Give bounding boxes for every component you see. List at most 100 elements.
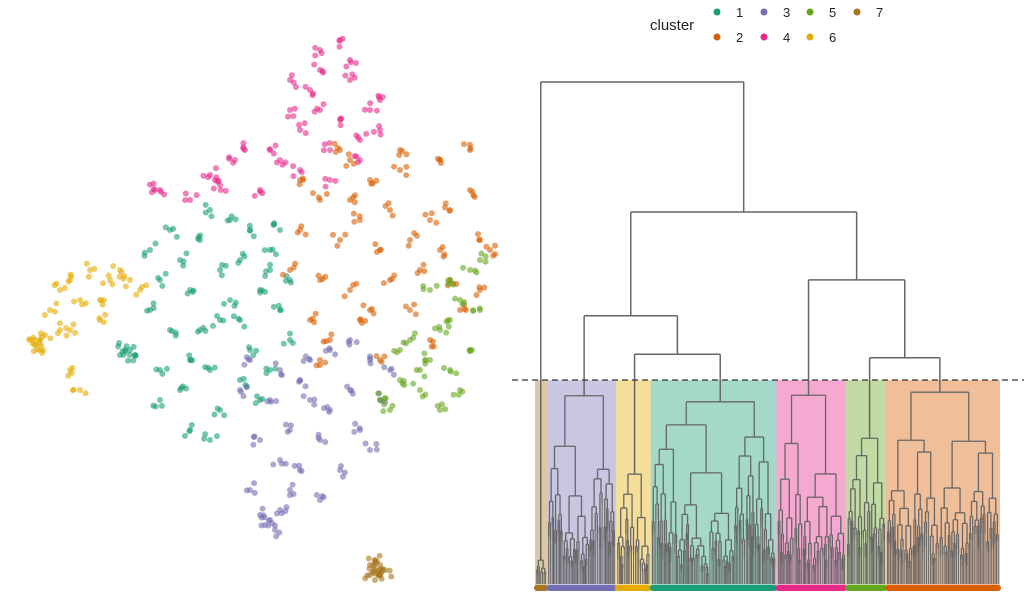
scatter-point-cluster-5: [380, 408, 387, 415]
scatter-point-cluster-1: [252, 400, 259, 407]
scatter-point-cluster-3: [278, 371, 285, 378]
scatter-point-cluster-1: [228, 213, 235, 220]
scatter-point-cluster-2: [487, 247, 493, 253]
scatter-point-cluster-4: [240, 145, 247, 152]
scatter-point-cluster-4: [336, 37, 343, 44]
scatter-point-cluster-1: [202, 431, 209, 438]
scatter-point-cluster-4: [259, 190, 266, 197]
scatter-point-cluster-2: [294, 229, 301, 236]
scatter-point-cluster-6: [63, 332, 70, 339]
scatter-point-cluster-1: [272, 251, 279, 258]
scatter-point-cluster-6: [99, 301, 106, 308]
scatter-point-cluster-4: [291, 105, 298, 112]
scatter-point-cluster-2: [323, 191, 330, 198]
scatter-point-cluster-6: [63, 325, 70, 332]
scatter-point-cluster-4: [285, 113, 292, 120]
scatter-point-cluster-2: [399, 148, 406, 155]
scatter-point-cluster-6: [57, 287, 63, 293]
scatter-point-cluster-4: [320, 101, 327, 108]
scatter-point-cluster-3: [273, 533, 280, 540]
legend-label-5: 5: [829, 5, 836, 20]
scatter-point-cluster-2: [403, 172, 410, 179]
scatter-point-cluster-1: [202, 209, 209, 216]
scatter-point-cluster-3: [287, 422, 294, 429]
scatter-point-cluster-3: [296, 462, 303, 469]
scatter-point-cluster-3: [326, 345, 333, 352]
scatter-point-cluster-1: [217, 267, 223, 273]
scatter-point-cluster-2: [405, 242, 412, 249]
scatter-point-cluster-3: [320, 494, 327, 501]
scatter-point-cluster-3: [311, 401, 318, 408]
scatter-point-cluster-4: [353, 153, 360, 160]
scatter-point-cluster-7: [378, 575, 385, 582]
scatter-point-cluster-1: [159, 370, 166, 377]
scatter-point-cluster-6: [133, 291, 140, 298]
scatter-point-cluster-6: [36, 336, 43, 343]
scatter-point-cluster-2: [280, 271, 287, 278]
scatter-point-cluster-3: [258, 522, 265, 529]
scatter-point-cluster-7: [370, 562, 377, 569]
scatter-point-cluster-6: [53, 300, 60, 307]
scatter-point-cluster-3: [296, 378, 303, 385]
scatter-point-cluster-2: [334, 242, 341, 249]
scatter-point-cluster-1: [132, 352, 138, 358]
scatter-point-cluster-5: [417, 387, 423, 393]
scatter-point-cluster-7: [373, 558, 380, 565]
scatter-point-cluster-1: [214, 312, 221, 319]
scatter-point-cluster-2: [316, 362, 323, 369]
legend-label-7: 7: [876, 5, 883, 20]
scatter-point-cluster-4: [182, 190, 189, 197]
scatter-point-cluster-6: [68, 273, 75, 280]
scatter-point-cluster-1: [152, 403, 159, 410]
scatter-point-cluster-1: [125, 357, 132, 364]
scatter-point-cluster-5: [450, 391, 457, 398]
legend-key-1: [713, 8, 721, 16]
scatter-point-cluster-2: [457, 307, 463, 313]
scatter-point-cluster-3: [366, 353, 373, 360]
scatter-point-cluster-6: [143, 282, 150, 289]
scatter-point-cluster-5: [452, 295, 459, 302]
scatter-point-cluster-1: [221, 300, 228, 307]
scatter-point-cluster-6: [127, 277, 133, 283]
scatter-point-cluster-4: [375, 92, 382, 99]
scatter-point-cluster-1: [200, 324, 207, 331]
scatter-point-cluster-5: [440, 365, 447, 372]
scatter-point-cluster-3: [381, 364, 388, 371]
scatter-point-cluster-4: [290, 113, 297, 120]
scatter-point-cluster-3: [345, 338, 352, 345]
scatter-point-cluster-1: [275, 302, 282, 309]
scatter-point-cluster-3: [289, 481, 296, 488]
scatter-point-cluster-2: [429, 338, 436, 345]
scatter-point-cluster-4: [193, 192, 200, 199]
scatter-point-cluster-5: [427, 287, 433, 293]
scatter-point-cluster-2: [373, 353, 380, 360]
scatter-point-cluster-4: [207, 172, 213, 178]
scatter-point-cluster-4: [336, 43, 343, 50]
scatter-point-cluster-5: [459, 301, 466, 308]
scatter-point-cluster-2: [437, 160, 444, 167]
scatter-point-cluster-6: [61, 284, 68, 291]
scatter-point-cluster-5: [438, 401, 445, 408]
scatter-point-cluster-5: [433, 282, 440, 289]
scatter-point-cluster-6: [100, 319, 107, 326]
scatter-point-cluster-2: [317, 357, 323, 363]
scatter-point-cluster-4: [352, 59, 359, 66]
scatter-point-cluster-2: [322, 359, 329, 366]
scatter-point-cluster-2: [370, 310, 377, 317]
scatter-point-cluster-3: [286, 492, 293, 499]
scatter-point-cluster-2: [360, 302, 367, 309]
scatter-point-cluster-3: [241, 361, 248, 368]
scatter-point-cluster-3: [322, 439, 329, 446]
scatter-point-cluster-1: [221, 412, 228, 419]
scatter-point-cluster-4: [290, 163, 297, 170]
scatter-point-cluster-1: [211, 411, 218, 418]
scatter-point-cluster-2: [433, 219, 440, 226]
scatter-point-cluster-3: [268, 398, 275, 405]
scatter-point-cluster-2: [347, 287, 353, 293]
scatter-point-cluster-3: [390, 371, 397, 378]
scatter-point-cluster-4: [217, 182, 223, 188]
scatter-point-cluster-5: [410, 334, 417, 341]
scatter-point-cluster-1: [173, 233, 180, 240]
scatter-point-cluster-4: [302, 130, 309, 137]
scatter-point-cluster-4: [182, 197, 189, 204]
